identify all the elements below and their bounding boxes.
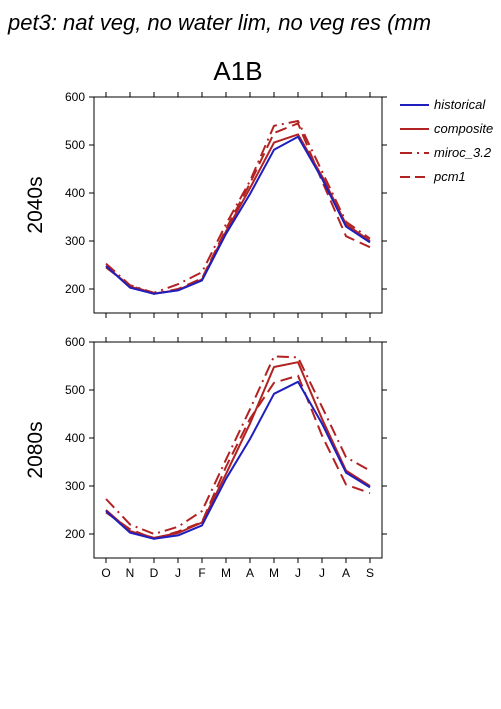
- x-tick-label: O: [101, 566, 110, 580]
- series-line-pcm1: [105, 122, 371, 295]
- series-line-miroc-3-2: [105, 120, 371, 294]
- y-tick-label: 600: [65, 335, 85, 349]
- plot-frame: [93, 341, 383, 559]
- panel-label: 2040s: [24, 176, 47, 233]
- x-tick-label: J: [319, 566, 325, 580]
- y-tick-label: 400: [65, 186, 85, 200]
- x-tick-label: J: [175, 566, 181, 580]
- series-line-historical: [105, 380, 371, 540]
- y-tick-label: 500: [65, 138, 85, 152]
- y-tick-label: 500: [65, 383, 85, 397]
- series-line-pcm1: [105, 374, 371, 540]
- legend-label: historical: [434, 97, 486, 112]
- y-tick-label: 200: [65, 527, 85, 541]
- y-tick-label: 400: [65, 431, 85, 445]
- scenario-title: A1B: [213, 56, 262, 86]
- legend-label: miroc_3.2: [434, 145, 492, 160]
- x-tick-label: A: [246, 566, 254, 580]
- x-tick-label: M: [269, 566, 279, 580]
- legend-label: pcm1: [433, 169, 466, 184]
- x-tick-label: J: [295, 566, 301, 580]
- x-tick-label: M: [221, 566, 231, 580]
- y-tick-label: 600: [65, 90, 85, 104]
- y-tick-label: 200: [65, 282, 85, 296]
- x-tick-label: S: [366, 566, 374, 580]
- panel-label: 2080s: [24, 421, 47, 478]
- legend-label: composite: [434, 121, 493, 136]
- panel-2080s: 200 300 400 500 600 O N D J F M A M J J A S 2080s: [24, 335, 387, 580]
- series-line-miroc-3-2: [105, 355, 371, 535]
- y-tick-label: 300: [65, 234, 85, 248]
- series-line-historical: [105, 135, 371, 295]
- x-tick-label: D: [150, 566, 159, 580]
- series-line-composite: [105, 361, 371, 539]
- plot-frame: [93, 96, 383, 314]
- x-tick-label: A: [342, 566, 350, 580]
- x-tick-label: F: [198, 566, 205, 580]
- y-tick-label: 300: [65, 479, 85, 493]
- legend: historical composite miroc_3.2 pcm1: [400, 97, 493, 184]
- x-tick-label: N: [126, 566, 135, 580]
- panel-2040s: 200 300 400 500 600 2040s: [24, 90, 387, 318]
- figure-title: pet3: nat veg, no water lim, no veg res …: [7, 10, 431, 35]
